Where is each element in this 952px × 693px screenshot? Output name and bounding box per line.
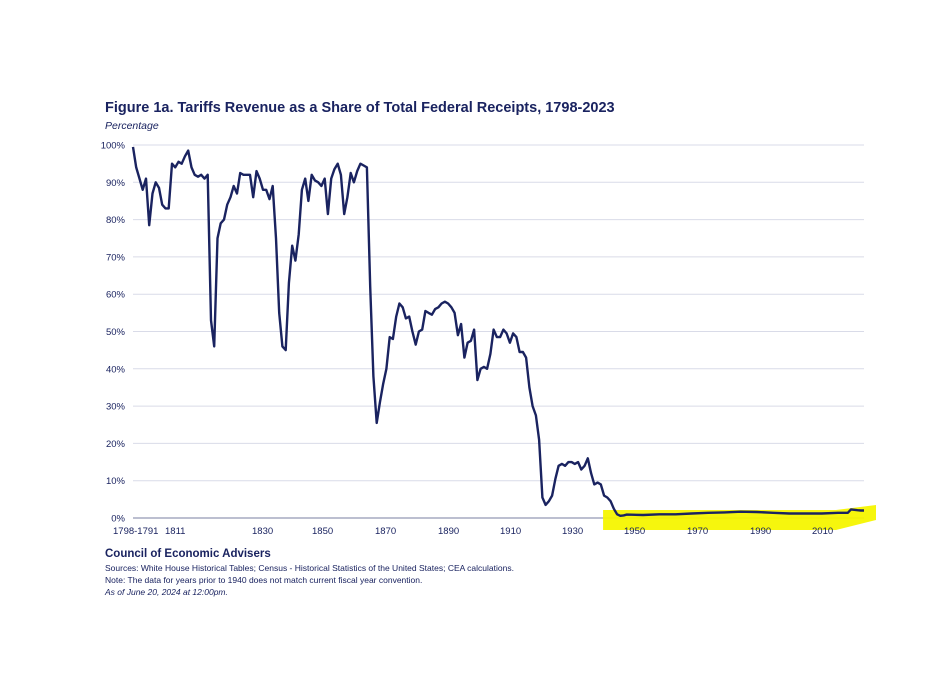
y-tick-label: 10% [106, 476, 126, 487]
series-line [131, 146, 864, 517]
x-tick-label: 1870 [375, 526, 396, 537]
x-tick-label: 1850 [312, 526, 333, 537]
x-tick-label: 1811 [165, 526, 185, 537]
x-tick-label: 1798-1791 [113, 526, 158, 537]
x-tick-label: 1830 [252, 526, 273, 537]
y-tick-label: 70% [106, 252, 126, 263]
y-tick-label: 30% [106, 402, 126, 413]
y-tick-label: 100% [101, 141, 126, 152]
x-tick-label: 1910 [500, 526, 521, 537]
note-line: Note: The data for years prior to 1940 d… [105, 575, 423, 585]
chart-subtitle: Percentage [105, 120, 159, 132]
y-tick-label: 40% [106, 364, 126, 375]
y-tick-label: 90% [106, 178, 126, 189]
x-tick-label: 1970 [687, 526, 708, 537]
y-tick-label: 20% [106, 439, 126, 450]
x-tick-label: 1990 [750, 526, 771, 537]
highlight-annotation [603, 505, 876, 530]
chart-title: Figure 1a. Tariffs Revenue as a Share of… [105, 100, 615, 116]
x-tick-label: 2010 [812, 526, 833, 537]
y-tick-label: 60% [106, 290, 126, 301]
x-tick-label: 1930 [562, 526, 583, 537]
x-tick-label: 1890 [438, 526, 459, 537]
y-tick-label: 80% [106, 215, 126, 226]
y-tick-label: 50% [106, 327, 126, 338]
source-line: Sources: White House Historical Tables; … [105, 563, 514, 573]
y-tick-label: 0% [111, 514, 125, 525]
source-organization: Council of Economic Advisers [105, 548, 271, 560]
x-tick-label: 1950 [624, 526, 645, 537]
as-of-line: As of June 20, 2024 at 12:00pm. [105, 587, 228, 597]
